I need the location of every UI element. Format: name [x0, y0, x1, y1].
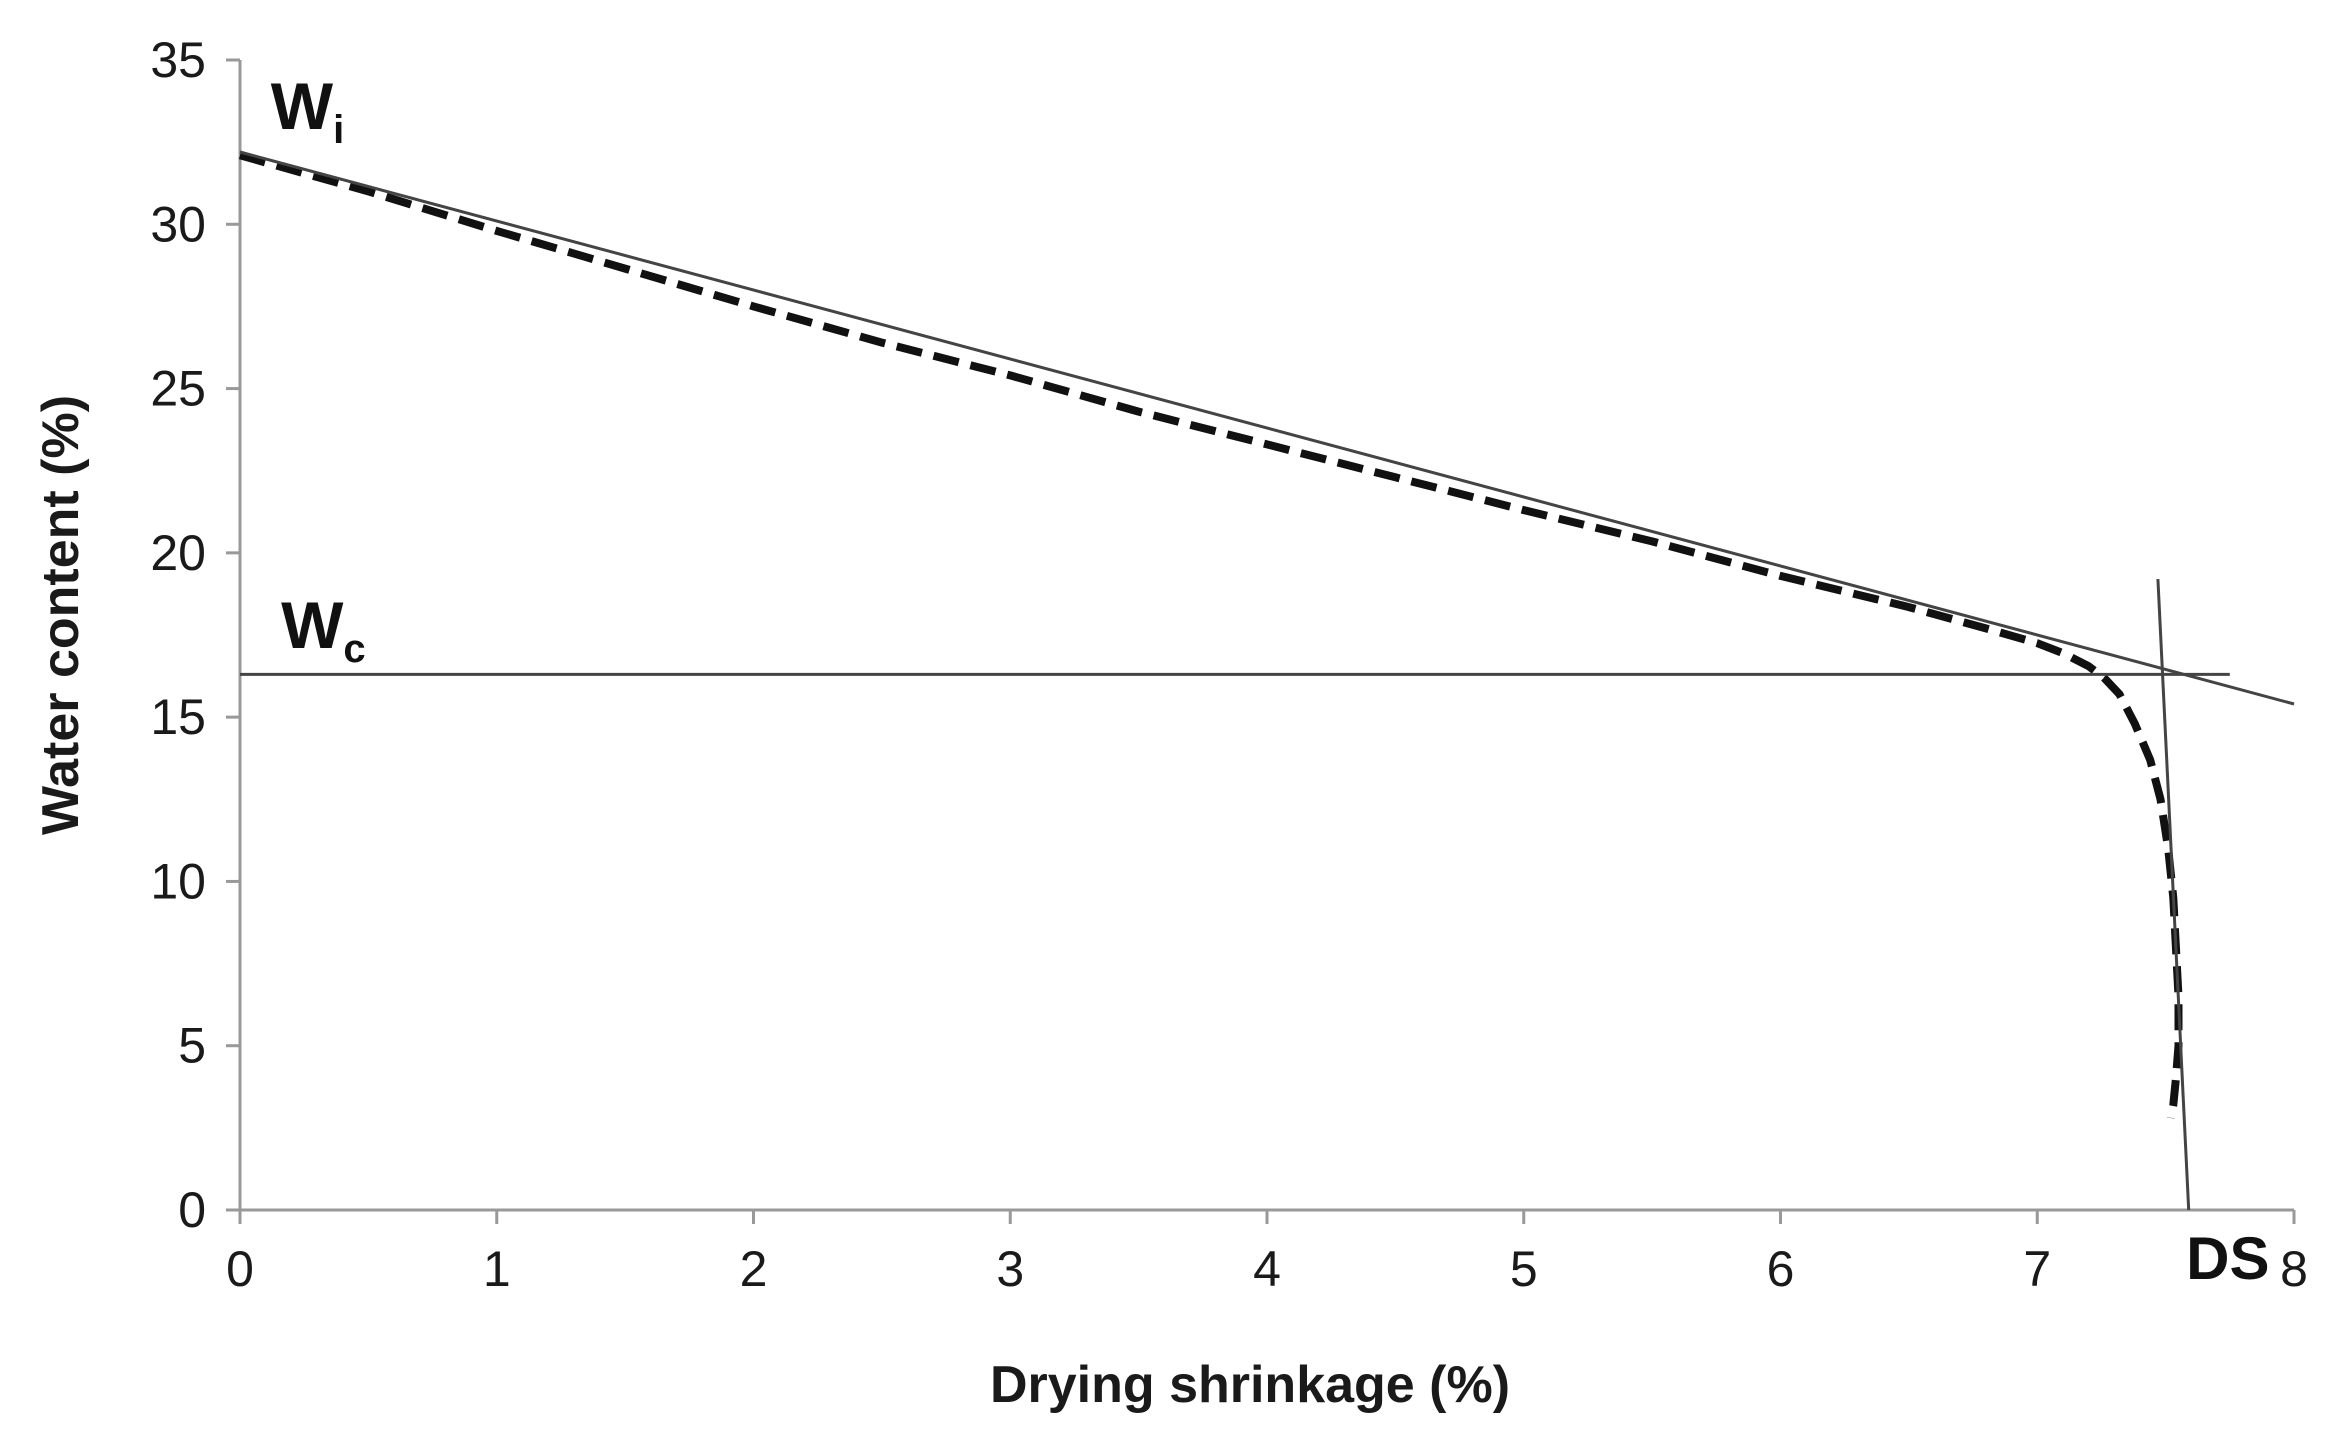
- y-tick-label: 15: [150, 689, 206, 745]
- series-ds-line: [2156, 579, 2191, 1211]
- x-tick-label: 3: [996, 1241, 1024, 1297]
- axes: [226, 58, 2296, 1224]
- y-tick-label: 35: [150, 32, 206, 88]
- x-tick-label: 4: [1253, 1241, 1281, 1297]
- y-tick-label: 30: [150, 196, 206, 252]
- x-tick-label: 8: [2280, 1241, 2308, 1297]
- x-tick-label: 0: [226, 1241, 254, 1297]
- x-tick-label: 2: [740, 1241, 768, 1297]
- annotation-ds: DS: [2186, 1225, 2269, 1292]
- y-tick-label: 10: [150, 853, 206, 909]
- y-tick-label: 25: [150, 361, 206, 417]
- series-linear-fit: [239, 150, 2295, 706]
- x-tick-label: 5: [1510, 1241, 1538, 1297]
- series: [238, 150, 2295, 1211]
- x-tick-label: 7: [2023, 1241, 2051, 1297]
- x-tick-label: 1: [483, 1241, 511, 1297]
- y-tick-label: 0: [178, 1182, 206, 1238]
- tick-labels: 0 5 10 15 20 25 30 35 0 1 2 3 4 5 6 7 8: [150, 32, 2308, 1297]
- y-tick-label: 5: [178, 1018, 206, 1074]
- x-tick-label: 6: [1767, 1241, 1795, 1297]
- y-axis-title: Water content (%): [32, 395, 90, 835]
- x-axis-title: Drying shrinkage (%): [990, 1356, 1510, 1414]
- series-measured-curve: [238, 151, 2183, 1119]
- annotation-wc: Wc: [281, 588, 366, 671]
- annotation-wi: Wi: [271, 69, 344, 152]
- annotations: Wi Wc DS: [271, 69, 2270, 1292]
- y-tick-label: 20: [150, 525, 206, 581]
